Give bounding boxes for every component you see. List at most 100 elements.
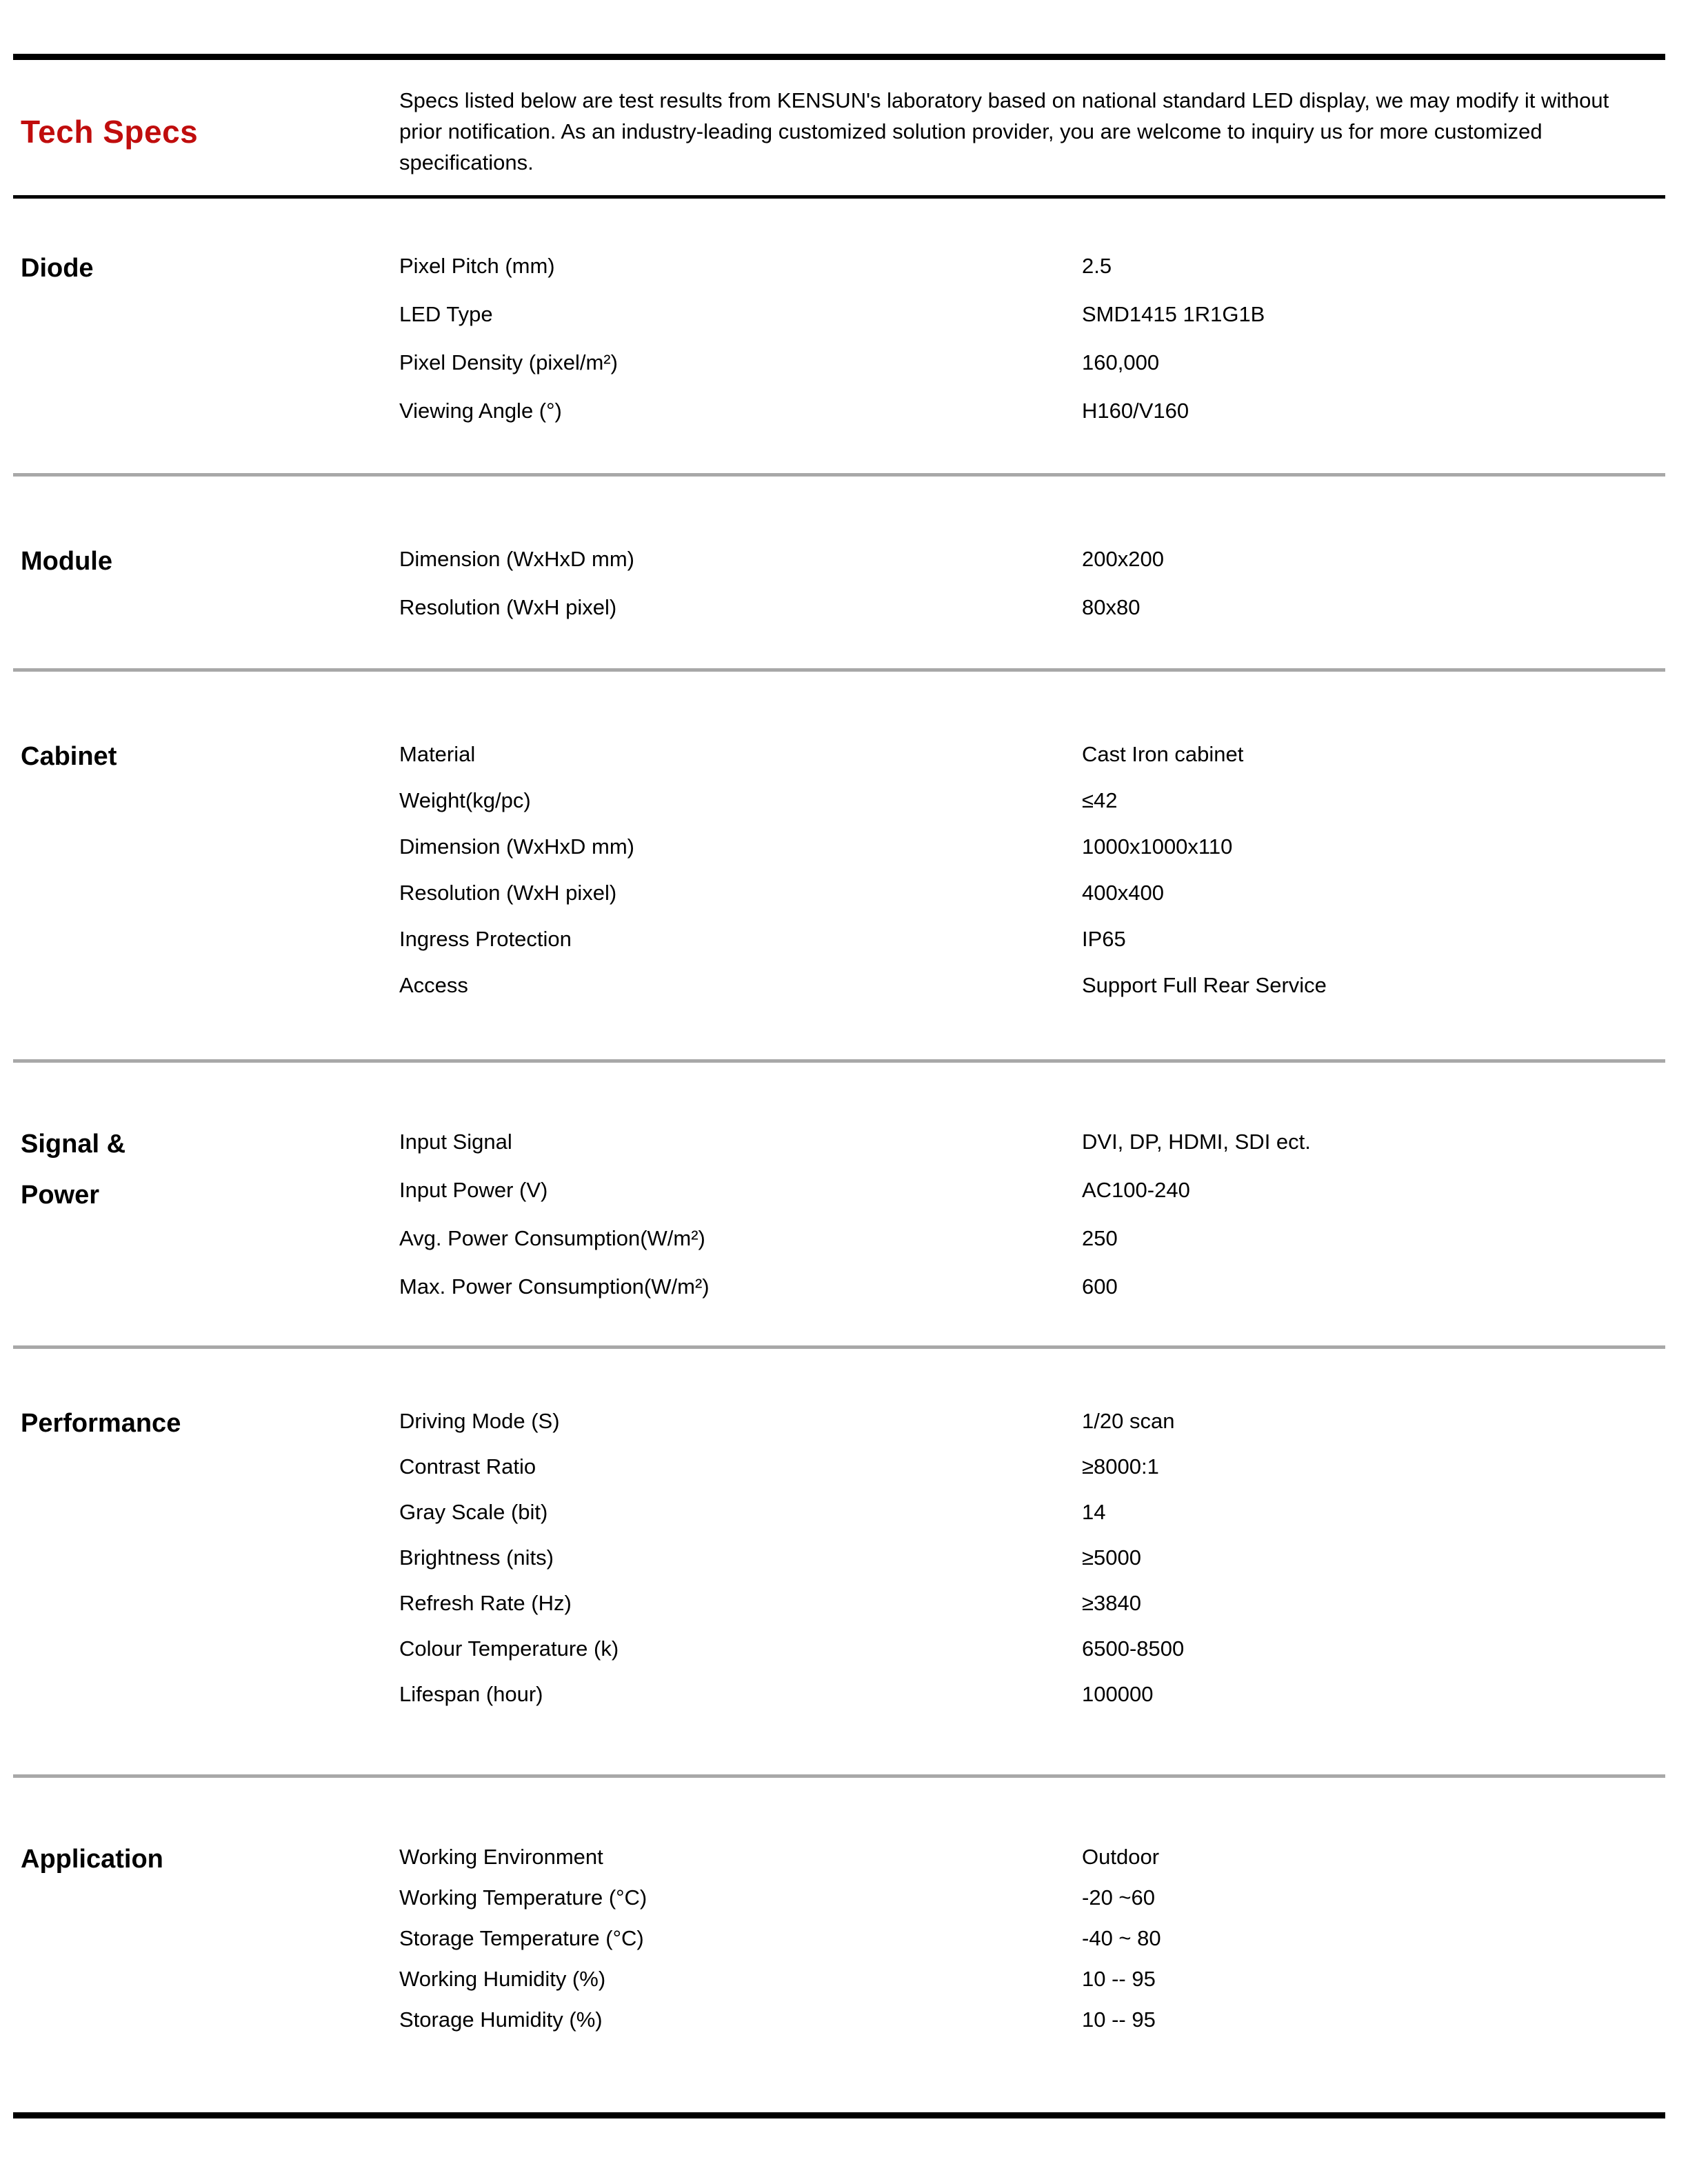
spec-label: Contrast Ratio (399, 1454, 536, 1479)
section-divider (13, 1345, 1665, 1349)
spec-row: Lifespan (hour) 100000 (399, 1681, 1665, 1726)
section-title: Signal & Power (21, 1130, 126, 1210)
top-rule (13, 54, 1665, 60)
spec-row: Working Environment Outdoor (399, 1843, 1665, 1884)
spec-row: Storage Temperature (°C) -40 ~ 80 (399, 1925, 1665, 1965)
spec-row: Weight(kg/pc) ≤42 (399, 787, 1665, 833)
spec-label: Access (399, 973, 468, 997)
spec-value: ≥5000 (1082, 1545, 1141, 1570)
spec-row: Pixel Pitch (mm) 2.5 (399, 252, 1665, 301)
spec-label: Storage Humidity (%) (399, 2007, 603, 2032)
section-divider (13, 1059, 1665, 1063)
spec-row: Avg. Power Consumption(W/m²) 250 (399, 1225, 1665, 1273)
section-rows: Material Cast Iron cabinet Weight(kg/pc) ≤4… (399, 741, 1665, 1018)
spec-row: Working Temperature (°C) -20 ~60 (399, 1884, 1665, 1925)
spec-row: Colour Temperature (k) 6500-8500 (399, 1635, 1665, 1681)
section-title: Performance (21, 1409, 181, 1438)
spec-label: Input Signal (399, 1130, 512, 1154)
spec-label: Working Environment (399, 1845, 603, 1869)
spec-value: 14 (1082, 1500, 1106, 1524)
spec-label: Dimension (WxHxD mm) (399, 834, 634, 859)
spec-value: 10 -- 95 (1082, 1967, 1156, 1991)
spec-value: ≤42 (1082, 788, 1118, 812)
section-title: Diode (21, 254, 94, 283)
spec-value: ≥3840 (1082, 1591, 1141, 1615)
spec-row: Dimension (WxHxD mm) 1000x1000x110 (399, 833, 1665, 879)
section-application: Application Working Environment Outdoor Wor… (13, 1778, 1665, 2112)
spec-row: Input Power (V) AC100-240 (399, 1176, 1665, 1225)
spec-label: Pixel Density (pixel/m²) (399, 350, 618, 374)
section-divider (13, 1774, 1665, 1778)
spec-value: 1000x1000x110 (1082, 834, 1233, 859)
header-description: Specs listed below are test results from… (399, 88, 1609, 174)
spec-label: Input Power (V) (399, 1178, 548, 1202)
spec-value: H160/V160 (1082, 399, 1189, 423)
spec-value: 200x200 (1082, 547, 1164, 571)
spec-label: Avg. Power Consumption(W/m²) (399, 1226, 705, 1250)
header-divider (13, 195, 1665, 199)
spec-label: Max. Power Consumption(W/m²) (399, 1274, 710, 1299)
section-rows: Dimension (WxHxD mm) 200x200 Resolution (W… (399, 545, 1665, 642)
spec-value: 600 (1082, 1274, 1118, 1299)
spec-value: IP65 (1082, 927, 1126, 951)
section-cabinet: Cabinet Material Cast Iron cabinet Weight(k… (13, 672, 1665, 1059)
spec-row: LED Type SMD1415 1R1G1B (399, 301, 1665, 349)
spec-row: Access Support Full Rear Service (399, 972, 1665, 1018)
spec-label: Resolution (WxH pixel) (399, 881, 617, 905)
section-signal-power: Signal & Power Input Signal DVI, DP, HDMI,… (13, 1063, 1665, 1345)
spec-value: 1/20 scan (1082, 1409, 1175, 1433)
section-title: Application (21, 1845, 163, 1874)
spec-value: 2.5 (1082, 254, 1112, 278)
spec-label: Working Humidity (%) (399, 1967, 606, 1991)
spec-sections: Diode Pixel Pitch (mm) 2.5 LED Type SMD1415 … (13, 199, 1665, 2112)
spec-value: 250 (1082, 1226, 1118, 1250)
section-title: Module (21, 547, 112, 576)
spec-label: Resolution (WxH pixel) (399, 595, 617, 619)
section-divider (13, 473, 1665, 477)
section-rows: Working Environment Outdoor Working Temper… (399, 1843, 1665, 2047)
spec-label: Material (399, 742, 476, 766)
spec-value: 400x400 (1082, 881, 1164, 905)
spec-value: Outdoor (1082, 1845, 1160, 1869)
section-rows: Pixel Pitch (mm) 2.5 LED Type SMD1415 1R1G1… (399, 252, 1665, 445)
spec-value: 100000 (1082, 1682, 1154, 1706)
spec-row: Resolution (WxH pixel) 80x80 (399, 594, 1665, 642)
spec-value: 80x80 (1082, 595, 1141, 619)
spec-row: Storage Humidity (%) 10 -- 95 (399, 2006, 1665, 2047)
spec-label: Driving Mode (S) (399, 1409, 560, 1433)
spec-value: Cast Iron cabinet (1082, 742, 1244, 766)
section-rows: Input Signal DVI, DP, HDMI, SDI ect. Input… (399, 1128, 1665, 1321)
spec-label: Brightness (nits) (399, 1545, 554, 1570)
spec-row: Working Humidity (%) 10 -- 95 (399, 1965, 1665, 2006)
section-diode: Diode Pixel Pitch (mm) 2.5 LED Type SMD1415 … (13, 199, 1665, 473)
spec-value: DVI, DP, HDMI, SDI ect. (1082, 1130, 1311, 1154)
spec-row: Input Signal DVI, DP, HDMI, SDI ect. (399, 1128, 1665, 1176)
section-performance: Performance Driving Mode (S) 1/20 scan Cont… (13, 1349, 1665, 1774)
spec-label: Viewing Angle (°) (399, 399, 562, 423)
spec-label: Working Temperature (°C) (399, 1885, 647, 1910)
spec-value: 10 -- 95 (1082, 2007, 1156, 2032)
spec-value: 160,000 (1082, 350, 1160, 374)
spec-label: Gray Scale (bit) (399, 1500, 548, 1524)
spec-label: Lifespan (hour) (399, 1682, 543, 1706)
spec-row: Dimension (WxHxD mm) 200x200 (399, 545, 1665, 594)
spec-row: Viewing Angle (°) H160/V160 (399, 397, 1665, 445)
spec-value: 6500-8500 (1082, 1636, 1185, 1661)
spec-row: Max. Power Consumption(W/m²) 600 (399, 1273, 1665, 1321)
spec-label: Ingress Protection (399, 927, 572, 951)
spec-value: -40 ~ 80 (1082, 1926, 1161, 1950)
header: Tech Specs Specs listed below are test r… (13, 60, 1665, 195)
spec-label: Refresh Rate (Hz) (399, 1591, 572, 1615)
spec-label: LED Type (399, 302, 493, 326)
spec-row: Brightness (nits) ≥5000 (399, 1544, 1665, 1590)
spec-row: Refresh Rate (Hz) ≥3840 (399, 1590, 1665, 1635)
spec-value: AC100-240 (1082, 1178, 1190, 1202)
spec-value: Support Full Rear Service (1082, 973, 1327, 997)
spec-value: -20 ~60 (1082, 1885, 1156, 1910)
spec-value: SMD1415 1R1G1B (1082, 302, 1265, 326)
spec-row: Ingress Protection IP65 (399, 925, 1665, 972)
spec-label: Pixel Pitch (mm) (399, 254, 555, 278)
spec-row: Contrast Ratio ≥8000:1 (399, 1453, 1665, 1499)
spec-row: Gray Scale (bit) 14 (399, 1499, 1665, 1544)
